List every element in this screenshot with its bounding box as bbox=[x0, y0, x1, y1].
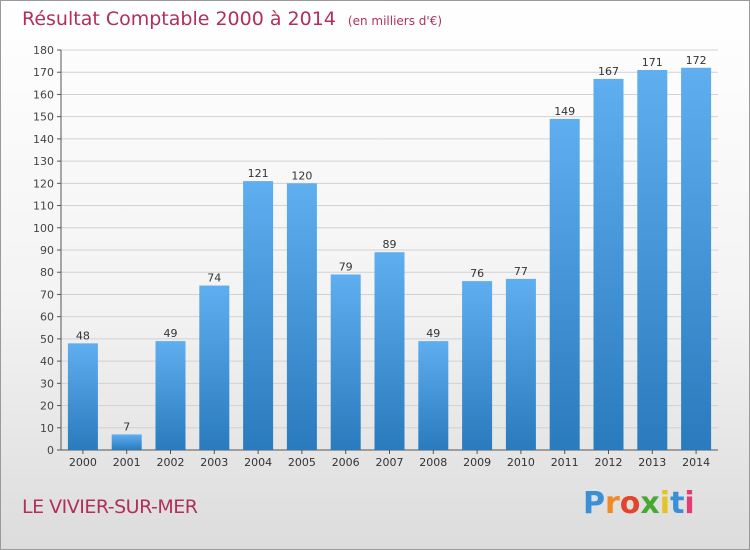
chart-title: Résultat Comptable 2000 à 2014 (en millie… bbox=[22, 8, 442, 30]
bar bbox=[418, 341, 449, 450]
x-tick-label: 2005 bbox=[288, 456, 316, 469]
data-label: 79 bbox=[339, 260, 353, 273]
bar bbox=[243, 181, 274, 450]
logo-letter: x bbox=[640, 486, 660, 521]
y-tick-label: 110 bbox=[33, 200, 54, 213]
chart-subtitle: (en milliers d'€) bbox=[347, 14, 443, 28]
y-tick-label: 140 bbox=[33, 133, 54, 146]
y-tick-label: 150 bbox=[33, 111, 54, 124]
x-tick-label: 2006 bbox=[332, 456, 360, 469]
data-label: 120 bbox=[291, 169, 312, 182]
data-label: 74 bbox=[207, 272, 221, 285]
x-tick-label: 2004 bbox=[244, 456, 272, 469]
x-tick-label: 2001 bbox=[113, 456, 141, 469]
x-tick-label: 2009 bbox=[463, 456, 491, 469]
data-label: 76 bbox=[470, 267, 484, 280]
bar bbox=[374, 252, 405, 450]
y-tick-label: 130 bbox=[33, 155, 54, 168]
data-label: 171 bbox=[642, 56, 663, 69]
bar bbox=[637, 70, 668, 450]
y-tick-label: 50 bbox=[40, 333, 54, 346]
x-tick-label: 2010 bbox=[507, 456, 535, 469]
logo-letter: i bbox=[659, 486, 671, 521]
x-tick-label: 2002 bbox=[157, 456, 185, 469]
bar bbox=[155, 341, 186, 450]
y-tick-label: 160 bbox=[33, 88, 54, 101]
data-label: 77 bbox=[514, 265, 528, 278]
data-label: 167 bbox=[598, 65, 619, 78]
logo-letter: r bbox=[605, 486, 620, 521]
y-tick-label: 70 bbox=[40, 288, 54, 301]
logo-letter: o bbox=[619, 486, 641, 521]
bar bbox=[286, 183, 317, 451]
y-tick-label: 10 bbox=[40, 422, 54, 435]
data-label: 149 bbox=[554, 105, 575, 118]
data-label: 49 bbox=[426, 327, 440, 340]
x-tick-label: 2003 bbox=[200, 456, 228, 469]
y-tick-label: 100 bbox=[33, 222, 54, 235]
logo-letter: i bbox=[684, 486, 695, 521]
y-tick-label: 180 bbox=[33, 44, 54, 57]
y-tick-label: 40 bbox=[40, 355, 54, 368]
y-tick-label: 60 bbox=[40, 311, 54, 324]
y-tick-label: 170 bbox=[33, 66, 54, 79]
x-tick-label: 2013 bbox=[638, 456, 666, 469]
data-label: 7 bbox=[123, 420, 130, 433]
bar bbox=[330, 274, 361, 450]
bar bbox=[593, 78, 624, 450]
data-label: 89 bbox=[383, 238, 397, 251]
y-tick-label: 20 bbox=[40, 400, 54, 413]
y-tick-label: 120 bbox=[33, 177, 54, 190]
data-label: 121 bbox=[248, 167, 269, 180]
logo-letter: P bbox=[583, 486, 605, 521]
logo-letter: t bbox=[670, 486, 685, 521]
bar bbox=[67, 343, 98, 450]
chart-title-text: Résultat Comptable 2000 à 2014 bbox=[22, 8, 336, 30]
x-tick-label: 2007 bbox=[376, 456, 404, 469]
x-tick-label: 2014 bbox=[682, 456, 710, 469]
bar bbox=[681, 67, 712, 451]
bar bbox=[111, 434, 142, 450]
data-label: 49 bbox=[164, 327, 178, 340]
data-label: 172 bbox=[686, 54, 707, 67]
proxiti-logo: Proxiti bbox=[583, 486, 695, 521]
y-tick-label: 0 bbox=[47, 444, 54, 457]
bar bbox=[549, 118, 580, 450]
x-tick-label: 2011 bbox=[551, 456, 579, 469]
y-tick-label: 80 bbox=[40, 266, 54, 279]
commune-name: LE VIVIER-SUR-MER bbox=[22, 496, 198, 518]
y-tick-label: 90 bbox=[40, 244, 54, 257]
x-tick-label: 2000 bbox=[69, 456, 97, 469]
data-label: 48 bbox=[76, 329, 90, 342]
x-tick-label: 2012 bbox=[595, 456, 623, 469]
bar bbox=[199, 285, 230, 450]
y-tick-label: 30 bbox=[40, 377, 54, 390]
x-tick-label: 2008 bbox=[419, 456, 447, 469]
bar bbox=[462, 281, 493, 450]
bar bbox=[505, 278, 536, 450]
